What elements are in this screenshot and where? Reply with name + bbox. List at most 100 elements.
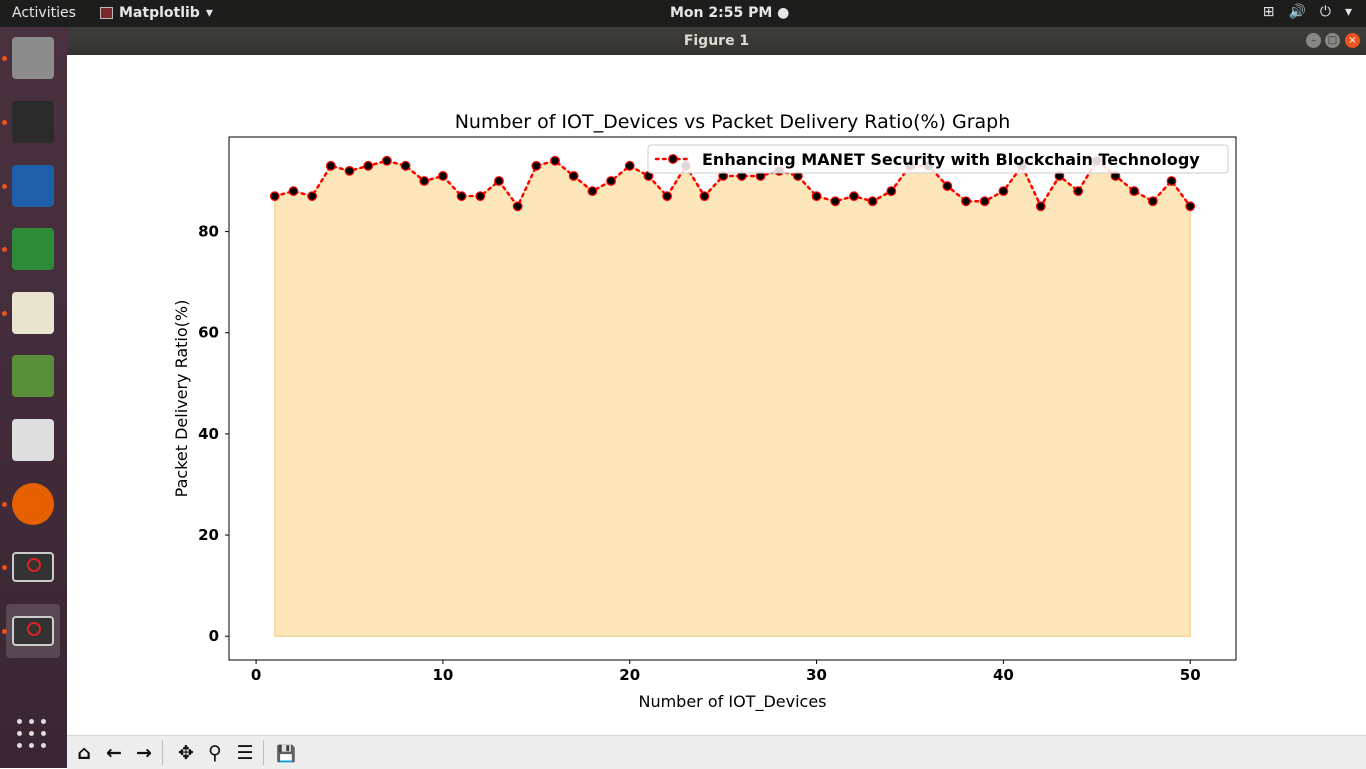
y-axis-label: Packet Delivery Ratio(%) [172, 300, 191, 498]
data-point [568, 171, 579, 181]
y-tick-label: 20 [198, 526, 219, 544]
data-point [1166, 176, 1177, 186]
activities-button[interactable]: Activities [12, 5, 76, 21]
figure-canvas[interactable]: 0 10 20 30 40 50 0 20 40 60 80 Number of IOT_Device… [67, 55, 1366, 735]
grid-dot [41, 719, 46, 724]
legend-label: Enhancing MANET Security with Blockchain… [702, 150, 1200, 169]
no-entry-icon [27, 622, 41, 636]
running-indicator [2, 120, 7, 125]
dock-item-firefox[interactable] [6, 477, 60, 531]
data-point [587, 186, 598, 197]
running-indicator [2, 184, 7, 189]
grid-dot [17, 743, 22, 748]
data-point [886, 186, 897, 197]
y-tick-label: 60 [198, 324, 219, 342]
app-menu-label: Matplotlib [119, 5, 200, 21]
legend-marker [668, 154, 678, 164]
forward-button[interactable]: → [136, 742, 152, 764]
navigation-toolbar: ⌂ ← → ✥ ⚲ ☰ 💾 [67, 735, 1366, 769]
data-point [849, 191, 859, 202]
data-point [1129, 186, 1140, 197]
axes-frame [228, 136, 1237, 661]
series-line [273, 158, 1192, 209]
close-button[interactable]: × [1345, 33, 1360, 48]
x-tick-label: 30 [806, 666, 827, 684]
top-bar: Activities Matplotlib ▾ Mon 2:55 PM ● ⊞ … [0, 0, 1366, 27]
running-indicator [2, 565, 7, 570]
data-point [456, 191, 467, 202]
terminal-icon [12, 101, 54, 143]
data-point [662, 191, 673, 202]
volume-icon[interactable]: 🔊 [1288, 4, 1306, 20]
data-point [325, 160, 336, 171]
data-point [438, 171, 448, 181]
running-indicator [2, 629, 7, 634]
writer-icon [12, 165, 54, 207]
dock-item-writer[interactable] [6, 159, 60, 213]
data-point [624, 160, 635, 171]
data-point [811, 191, 822, 202]
y-tick-label: 40 [198, 425, 219, 443]
configure-subplots-button[interactable]: ☰ [236, 742, 254, 764]
chart-title: Number of IOT_Devices vs Packet Delivery… [455, 111, 1011, 133]
toolbar-separator [162, 740, 163, 765]
back-button[interactable]: ← [106, 742, 122, 764]
dock-item-python-window-2[interactable] [6, 604, 60, 658]
dock-item-image-viewer[interactable] [6, 349, 60, 403]
x-tick-label: 0 [251, 666, 261, 684]
no-entry-icon [27, 558, 41, 572]
dock-item-text-editor[interactable] [6, 286, 60, 340]
show-applications-button[interactable] [17, 719, 49, 751]
pan-button[interactable]: ✥ [178, 742, 194, 764]
firefox-icon [12, 483, 54, 525]
dock-item-files[interactable] [6, 31, 60, 85]
data-point [288, 186, 299, 197]
notes-icon [12, 419, 54, 461]
data-point [1035, 201, 1046, 212]
data-point [531, 160, 542, 171]
y-tick-label: 80 [198, 223, 219, 241]
dock-item-calc[interactable] [6, 222, 60, 276]
window-title: Figure 1 [683, 33, 750, 49]
legend: Enhancing MANET Security with Blockchain… [647, 144, 1229, 174]
x-tick-label: 20 [619, 666, 640, 684]
data-point [344, 165, 355, 176]
minimize-button[interactable]: – [1306, 33, 1321, 48]
window-titlebar[interactable]: Figure 1 – □ × [67, 27, 1366, 55]
legend-box [647, 144, 1229, 174]
dock-item-python-window-1[interactable] [6, 540, 60, 594]
data-point [867, 196, 878, 207]
network-icon[interactable]: ⊞ [1262, 4, 1275, 20]
python-window-1-icon [12, 552, 54, 582]
maximize-button[interactable]: □ [1325, 33, 1340, 48]
chevron-down-icon[interactable]: ▾ [1344, 4, 1352, 20]
data-point [419, 176, 430, 186]
x-tick-label: 10 [432, 666, 453, 684]
grid-dot [29, 719, 34, 724]
system-tray[interactable]: ⊞ 🔊 ⏻ ▾ [1263, 4, 1352, 20]
data-point [475, 191, 486, 202]
files-icon [12, 37, 54, 79]
data-point [606, 176, 616, 186]
data-point [269, 191, 280, 202]
data-point [363, 160, 374, 171]
grid-dot [17, 731, 22, 736]
grid-dot [29, 731, 34, 736]
power-icon[interactable]: ⏻ [1319, 4, 1331, 20]
dock-item-notes[interactable] [6, 413, 60, 467]
data-point [512, 201, 523, 212]
data-point [494, 176, 504, 186]
data-point [979, 196, 990, 207]
dock-item-terminal[interactable] [6, 95, 60, 149]
zoom-button[interactable]: ⚲ [208, 742, 222, 764]
data-point [550, 155, 560, 166]
y-tick-label: 0 [209, 627, 219, 645]
app-menu[interactable]: Matplotlib ▾ [100, 5, 213, 21]
home-button[interactable]: ⌂ [77, 742, 91, 764]
save-button[interactable]: 💾 [276, 744, 296, 763]
data-point [1073, 186, 1084, 197]
image-viewer-icon [12, 355, 54, 397]
grid-dot [41, 743, 46, 748]
clock[interactable]: Mon 2:55 PM ● [670, 5, 790, 21]
running-indicator [2, 247, 7, 252]
